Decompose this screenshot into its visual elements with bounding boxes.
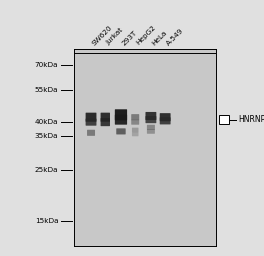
Text: 15kDa: 15kDa (35, 218, 58, 225)
FancyBboxPatch shape (145, 112, 156, 120)
FancyBboxPatch shape (147, 125, 155, 130)
FancyBboxPatch shape (116, 128, 126, 134)
FancyBboxPatch shape (101, 118, 110, 126)
FancyBboxPatch shape (101, 113, 110, 122)
FancyBboxPatch shape (160, 117, 171, 124)
Text: 55kDa: 55kDa (35, 87, 58, 93)
FancyBboxPatch shape (86, 113, 96, 122)
FancyBboxPatch shape (160, 113, 171, 121)
FancyBboxPatch shape (147, 129, 155, 134)
Text: 40kDa: 40kDa (35, 119, 58, 125)
Text: HNRNPD: HNRNPD (238, 115, 264, 124)
FancyBboxPatch shape (87, 130, 95, 136)
FancyBboxPatch shape (145, 116, 156, 123)
Text: 70kDa: 70kDa (35, 62, 58, 69)
Bar (219, 115, 229, 124)
FancyBboxPatch shape (132, 132, 139, 136)
Text: 35kDa: 35kDa (35, 133, 58, 139)
Text: Jurkat: Jurkat (105, 27, 124, 46)
FancyBboxPatch shape (132, 128, 139, 132)
Text: HepG2: HepG2 (135, 24, 157, 46)
FancyBboxPatch shape (131, 114, 139, 120)
FancyBboxPatch shape (86, 119, 96, 126)
Text: 293T: 293T (121, 29, 138, 46)
FancyBboxPatch shape (115, 115, 127, 125)
Text: 25kDa: 25kDa (35, 167, 58, 173)
FancyBboxPatch shape (115, 109, 127, 120)
FancyBboxPatch shape (131, 120, 139, 125)
Text: HeLa: HeLa (151, 29, 168, 46)
Text: SW620: SW620 (91, 24, 114, 46)
Text: A-549: A-549 (165, 27, 185, 46)
